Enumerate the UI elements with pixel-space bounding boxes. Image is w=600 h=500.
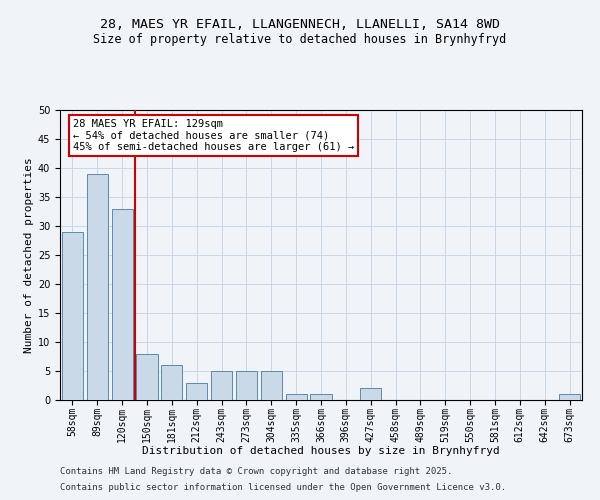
Bar bbox=[136, 354, 158, 400]
Text: Contains public sector information licensed under the Open Government Licence v3: Contains public sector information licen… bbox=[60, 484, 506, 492]
X-axis label: Distribution of detached houses by size in Brynhyfryd: Distribution of detached houses by size … bbox=[142, 446, 500, 456]
Text: Size of property relative to detached houses in Brynhyfryd: Size of property relative to detached ho… bbox=[94, 32, 506, 46]
Bar bbox=[87, 174, 108, 400]
Bar bbox=[236, 371, 257, 400]
Bar bbox=[360, 388, 381, 400]
Bar bbox=[286, 394, 307, 400]
Text: Contains HM Land Registry data © Crown copyright and database right 2025.: Contains HM Land Registry data © Crown c… bbox=[60, 467, 452, 476]
Bar bbox=[211, 371, 232, 400]
Text: 28 MAES YR EFAIL: 129sqm
← 54% of detached houses are smaller (74)
45% of semi-d: 28 MAES YR EFAIL: 129sqm ← 54% of detach… bbox=[73, 118, 354, 152]
Bar bbox=[261, 371, 282, 400]
Bar bbox=[559, 394, 580, 400]
Bar bbox=[62, 232, 83, 400]
Bar bbox=[112, 208, 133, 400]
Bar bbox=[310, 394, 332, 400]
Y-axis label: Number of detached properties: Number of detached properties bbox=[23, 157, 34, 353]
Bar bbox=[161, 365, 182, 400]
Bar bbox=[186, 382, 207, 400]
Text: 28, MAES YR EFAIL, LLANGENNECH, LLANELLI, SA14 8WD: 28, MAES YR EFAIL, LLANGENNECH, LLANELLI… bbox=[100, 18, 500, 30]
